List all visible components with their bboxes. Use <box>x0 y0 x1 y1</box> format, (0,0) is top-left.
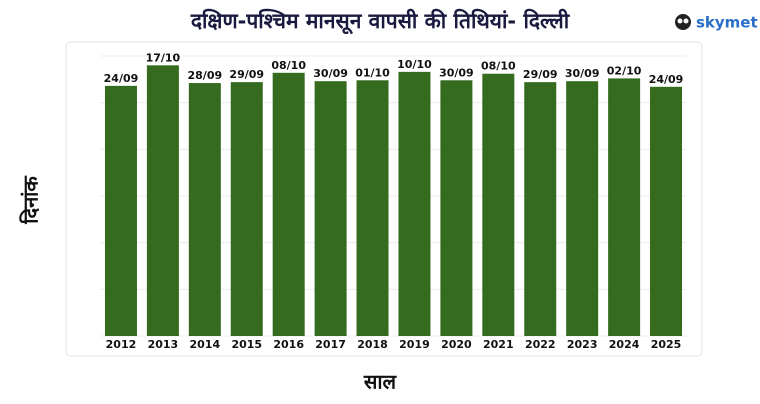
value-label: 30/09 <box>439 66 474 79</box>
bar <box>524 82 557 336</box>
x-tick-label: 2014 <box>190 338 221 351</box>
bar <box>188 83 221 336</box>
bar <box>146 65 179 336</box>
logo-eye <box>683 18 689 24</box>
bar <box>566 81 599 336</box>
value-label: 24/09 <box>104 72 139 85</box>
bar <box>482 73 515 336</box>
x-tick-label: 2020 <box>441 338 472 351</box>
value-label: 30/09 <box>313 67 348 80</box>
y-axis-label: दिनांक <box>19 175 43 225</box>
value-label: 08/10 <box>271 59 306 72</box>
bar <box>440 80 473 337</box>
bar <box>272 72 305 337</box>
bar <box>230 82 263 336</box>
x-axis-label: साल <box>363 370 398 394</box>
chart-title: दक्षिण-पश्चिम मानसून वापसी की तिथियां- द… <box>190 8 571 35</box>
bar <box>104 85 137 336</box>
x-tick-label: 2016 <box>273 338 304 351</box>
x-tick-label: 2024 <box>609 338 640 351</box>
x-tick-label: 2019 <box>399 338 430 351</box>
x-tick-label: 2023 <box>567 338 598 351</box>
logo-text: skymet <box>696 14 758 32</box>
bar <box>608 78 641 337</box>
value-label: 28/09 <box>188 69 223 82</box>
bar <box>314 81 347 336</box>
x-tick-label: 2013 <box>148 338 179 351</box>
value-label: 17/10 <box>146 51 181 64</box>
value-label: 29/09 <box>523 68 558 81</box>
x-tick-label: 2018 <box>357 338 388 351</box>
x-tick-label: 2015 <box>231 338 262 351</box>
value-label: 24/09 <box>649 73 684 86</box>
x-tick-label: 2017 <box>315 338 346 351</box>
x-tick-label: 2012 <box>106 338 137 351</box>
value-label: 02/10 <box>607 64 642 77</box>
bar <box>398 71 431 336</box>
value-label: 01/10 <box>355 66 390 79</box>
value-label: 30/09 <box>565 67 600 80</box>
value-label: 10/10 <box>397 58 432 71</box>
logo: skymet <box>675 14 758 32</box>
x-tick-label: 2022 <box>525 338 556 351</box>
x-tick-label: 2021 <box>483 338 514 351</box>
x-tick-label: 2025 <box>651 338 682 351</box>
logo-eye <box>677 18 683 24</box>
value-label: 08/10 <box>481 60 516 73</box>
logo-icon <box>675 14 691 30</box>
value-label: 29/09 <box>229 68 264 81</box>
bar <box>356 80 389 337</box>
bar <box>650 86 683 336</box>
